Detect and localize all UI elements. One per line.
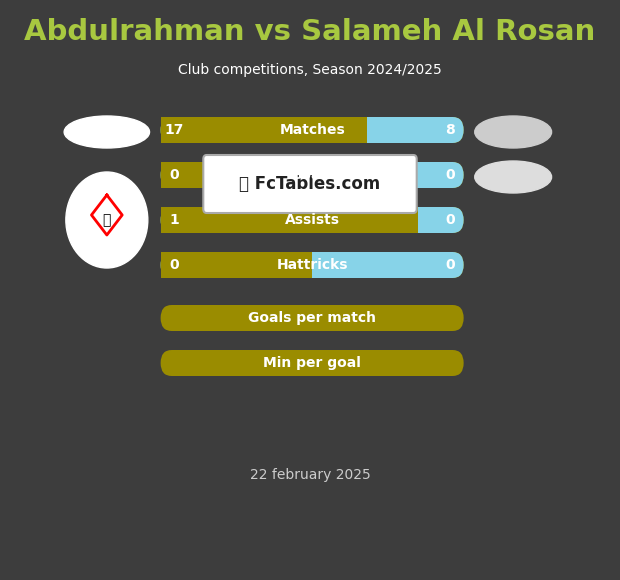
FancyBboxPatch shape	[161, 162, 172, 188]
FancyBboxPatch shape	[161, 162, 464, 188]
Text: 0: 0	[169, 258, 179, 272]
Text: 0: 0	[169, 168, 179, 182]
Text: 1: 1	[169, 213, 179, 227]
Bar	[161, 207, 418, 233]
FancyBboxPatch shape	[161, 252, 464, 278]
Ellipse shape	[475, 116, 552, 148]
Text: Hattricks: Hattricks	[277, 258, 348, 272]
FancyBboxPatch shape	[161, 207, 172, 233]
Circle shape	[66, 172, 148, 268]
Text: 📊 FcTables.com: 📊 FcTables.com	[239, 175, 381, 193]
Text: 8: 8	[445, 123, 455, 137]
Text: ⚽: ⚽	[103, 213, 111, 227]
Bar	[161, 117, 366, 143]
Ellipse shape	[64, 116, 149, 148]
FancyBboxPatch shape	[203, 155, 417, 213]
FancyBboxPatch shape	[161, 117, 464, 143]
FancyBboxPatch shape	[161, 305, 464, 331]
Text: 0: 0	[445, 213, 455, 227]
Text: 0: 0	[445, 258, 455, 272]
FancyBboxPatch shape	[161, 117, 464, 143]
FancyBboxPatch shape	[161, 117, 172, 143]
Text: Goals per match: Goals per match	[248, 311, 376, 325]
Text: Assists: Assists	[285, 213, 340, 227]
FancyBboxPatch shape	[161, 252, 464, 278]
FancyBboxPatch shape	[161, 207, 464, 233]
Text: Abdulrahman vs Salameh Al Rosan: Abdulrahman vs Salameh Al Rosan	[24, 18, 596, 46]
Bar	[161, 252, 312, 278]
Text: 17: 17	[164, 123, 184, 137]
Text: Matches: Matches	[279, 123, 345, 137]
Text: Goals: Goals	[290, 168, 334, 182]
Text: 0: 0	[445, 168, 455, 182]
FancyBboxPatch shape	[161, 207, 464, 233]
Text: Min per goal: Min per goal	[264, 356, 361, 370]
Text: Club competitions, Season 2024/2025: Club competitions, Season 2024/2025	[178, 63, 442, 77]
FancyBboxPatch shape	[161, 350, 464, 376]
Text: 22 february 2025: 22 february 2025	[250, 468, 370, 482]
FancyBboxPatch shape	[161, 252, 172, 278]
Ellipse shape	[475, 161, 552, 193]
Bar	[161, 162, 312, 188]
FancyBboxPatch shape	[161, 162, 464, 188]
